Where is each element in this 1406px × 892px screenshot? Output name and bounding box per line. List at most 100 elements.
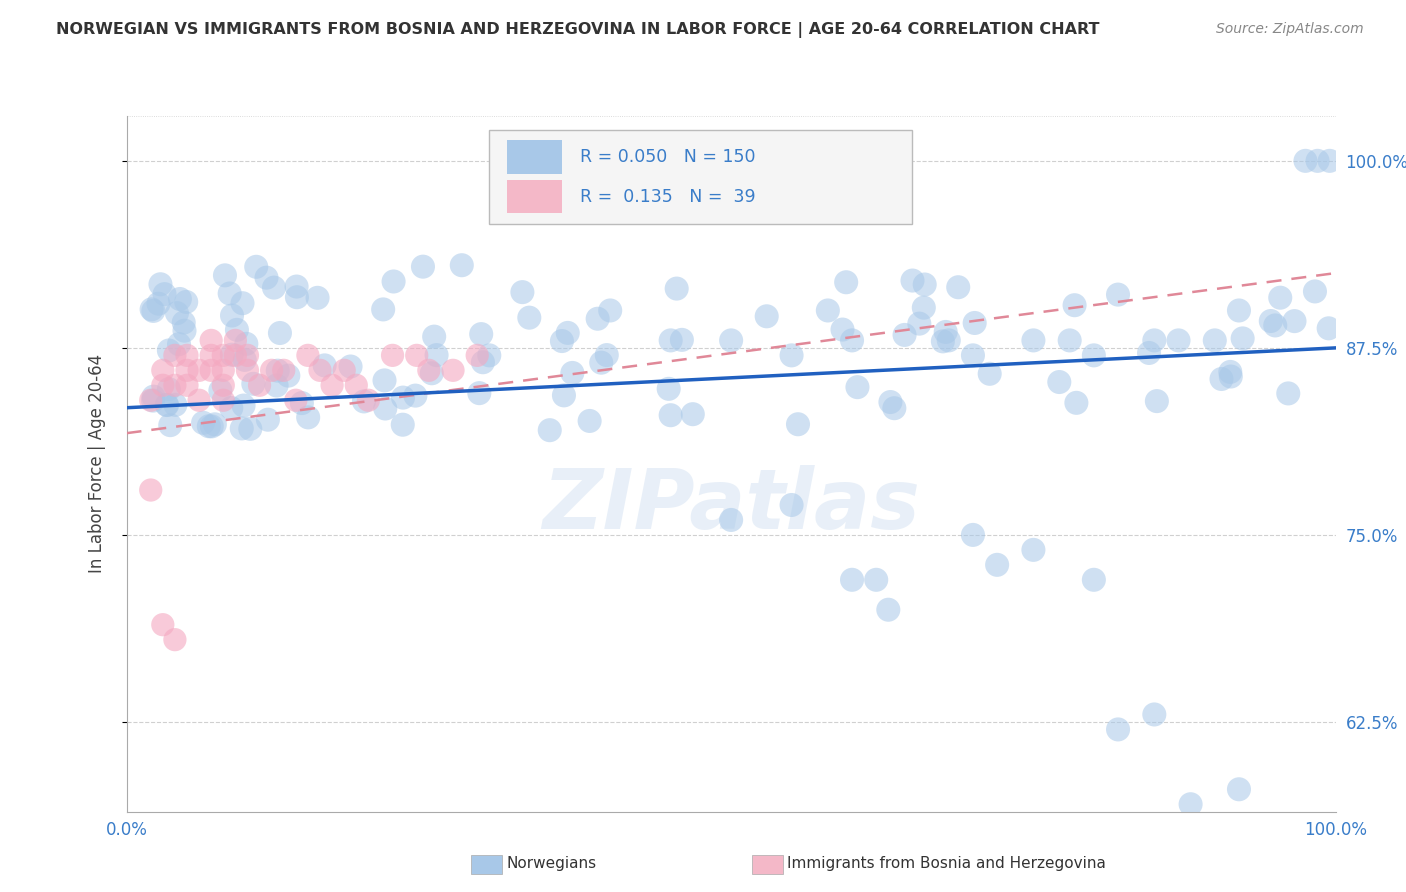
Point <box>835 275 858 289</box>
Bar <box>508 140 562 174</box>
Point <box>780 348 803 362</box>
Point <box>561 366 583 380</box>
Point <box>938 334 960 348</box>
Point <box>1180 797 1202 812</box>
Point <box>755 310 778 324</box>
Point <box>277 368 299 383</box>
Text: NORWEGIAN VS IMMIGRANTS FROM BOSNIA AND HERZEGOVINA IN LABOR FORCE | AGE 20-64 C: NORWEGIAN VS IMMIGRANTS FROM BOSNIA AND … <box>56 22 1099 38</box>
Point <box>596 348 619 362</box>
Point <box>586 311 609 326</box>
Point <box>659 334 682 348</box>
Point <box>1211 372 1233 386</box>
Point <box>339 359 361 374</box>
Point <box>1232 331 1254 345</box>
Point <box>157 343 180 358</box>
Text: R = 0.050   N = 150: R = 0.050 N = 150 <box>581 148 755 166</box>
Point <box>1107 287 1129 301</box>
Point <box>257 413 280 427</box>
FancyBboxPatch shape <box>489 130 912 224</box>
Point <box>218 286 240 301</box>
Point <box>204 417 226 432</box>
Text: Norwegians: Norwegians <box>506 856 596 871</box>
Point <box>309 363 332 377</box>
Point <box>846 380 869 394</box>
Point <box>266 378 288 392</box>
Point <box>176 363 198 377</box>
Point <box>1047 375 1070 389</box>
Point <box>877 603 900 617</box>
Point <box>465 348 488 362</box>
Point <box>200 348 222 362</box>
Point <box>152 378 174 392</box>
Point <box>174 295 197 310</box>
Point <box>149 277 172 292</box>
Point <box>159 418 181 433</box>
Point <box>557 326 579 340</box>
Point <box>188 363 211 377</box>
Point <box>441 363 464 377</box>
Point <box>297 410 319 425</box>
Point <box>142 390 165 404</box>
Point <box>538 423 561 437</box>
Point <box>200 363 222 377</box>
Point <box>551 334 574 348</box>
Point <box>1303 285 1326 299</box>
Point <box>226 323 249 337</box>
Point <box>235 336 257 351</box>
Point <box>1284 314 1306 328</box>
Point <box>412 260 434 274</box>
Point <box>962 348 984 362</box>
Point <box>357 393 380 408</box>
Point <box>239 422 262 436</box>
Point <box>1294 153 1316 168</box>
Point <box>156 398 179 412</box>
Point <box>470 327 492 342</box>
Point <box>267 364 290 378</box>
Point <box>188 393 211 408</box>
Point <box>163 632 186 647</box>
Point <box>163 348 186 362</box>
Point <box>269 326 291 340</box>
Point <box>471 355 494 369</box>
Point <box>1063 298 1085 312</box>
Point <box>780 498 803 512</box>
Point <box>333 363 356 377</box>
Point <box>865 573 887 587</box>
Point <box>405 348 427 362</box>
Point <box>373 373 395 387</box>
Point <box>166 306 188 320</box>
Point <box>1022 334 1045 348</box>
Point <box>152 617 174 632</box>
Point <box>591 356 613 370</box>
Point <box>231 296 253 310</box>
Point <box>273 363 295 377</box>
Point <box>948 280 970 294</box>
Point <box>682 407 704 421</box>
Point <box>381 348 404 362</box>
Point <box>1319 153 1341 168</box>
Point <box>176 378 198 392</box>
Point <box>420 366 443 380</box>
Point <box>285 290 308 304</box>
Point <box>1264 318 1286 333</box>
Point <box>1066 396 1088 410</box>
Point <box>198 419 221 434</box>
Point <box>344 378 367 392</box>
Point <box>553 388 575 402</box>
Point <box>165 398 187 412</box>
Point <box>173 324 195 338</box>
Point <box>935 325 957 339</box>
Point <box>426 348 449 362</box>
Point <box>1143 707 1166 722</box>
Text: Source: ZipAtlas.com: Source: ZipAtlas.com <box>1216 22 1364 37</box>
Point <box>231 421 253 435</box>
Point <box>893 327 915 342</box>
Point <box>1277 386 1299 401</box>
Point <box>478 348 501 362</box>
Point <box>914 277 936 292</box>
Point <box>314 359 336 373</box>
Point <box>284 393 307 408</box>
Bar <box>508 180 562 213</box>
Point <box>720 334 742 348</box>
Point <box>720 513 742 527</box>
